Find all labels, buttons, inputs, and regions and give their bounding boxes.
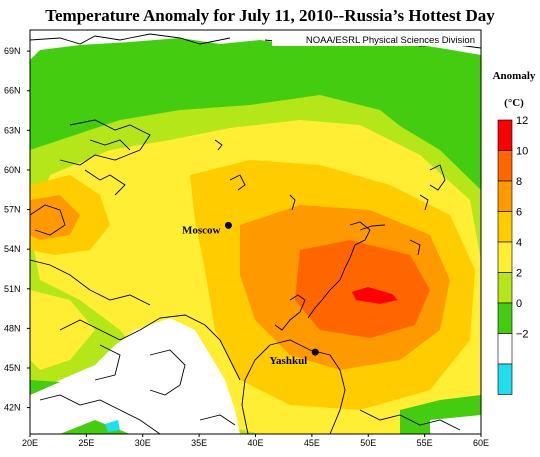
legend-tick-label: 8 [516,176,522,188]
lon-label: 55E [417,438,433,448]
map-title: Temperature Anomaly for July 11, 2010--R… [45,6,495,25]
legend-tick-label: 4 [516,237,522,249]
lat-label: 45N [4,363,21,373]
legend-tick-label: 0 [516,298,522,310]
lat-label: 69N [4,46,21,56]
lon-label: 40E [247,438,263,448]
legend-swatch [497,241,513,273]
legend-swatch [497,272,513,304]
credit-text: NOAA/ESRL Physical Sciences Division [306,35,475,46]
legend-swatch [497,333,513,365]
legend-tick-label: −2 [516,329,529,341]
lat-label: 42N [4,403,21,413]
lon-label: 50E [360,438,376,448]
legend-tick-label: 12 [516,115,528,127]
lat-label: 54N [4,244,21,254]
lat-label: 63N [4,125,21,135]
legend-swatch [497,363,513,395]
lon-label: 35E [191,438,207,448]
latitude-labels: 69N 66N 63N 60N 57N 54N 51N 48N 45N 42N [4,46,30,413]
lat-label: 60N [4,165,21,175]
city-label-yashkul: Yashkul [269,355,307,367]
lon-label: 25E [78,438,94,448]
legend-tick-label: 6 [516,207,522,219]
legend-swatch [497,119,513,151]
lon-label: 30E [135,438,151,448]
legend-colorbar: 12 10 8 6 4 2 0 −2 [497,115,529,395]
coastlines [30,33,481,434]
legend-swatch [497,180,513,212]
anomaly-field [30,30,481,434]
longitude-labels: 20E 25E 30E 35E 40E 45E 50E 55E 60E [22,434,489,448]
legend-swatch [497,302,513,334]
legend-swatch [497,150,513,182]
city-label-moscow: Moscow [182,224,221,236]
legend-tick-label: 2 [516,268,522,280]
lon-label: 45E [304,438,320,448]
lat-label: 51N [4,284,21,294]
city-dot-yashkul [311,348,319,356]
legend-tick-label: 10 [516,146,528,158]
lat-label: 48N [4,323,21,333]
lon-label: 60E [473,438,489,448]
lon-label: 20E [22,438,38,448]
city-markers: Moscow Yashkul [182,221,319,367]
credit-box [272,32,478,46]
legend-swatch [497,211,513,243]
legend-unit: (°C) [504,97,524,109]
legend-title: Anomaly [493,70,536,82]
city-dot-moscow [224,221,232,229]
lat-label: 66N [4,86,21,96]
lat-label: 57N [4,205,21,215]
